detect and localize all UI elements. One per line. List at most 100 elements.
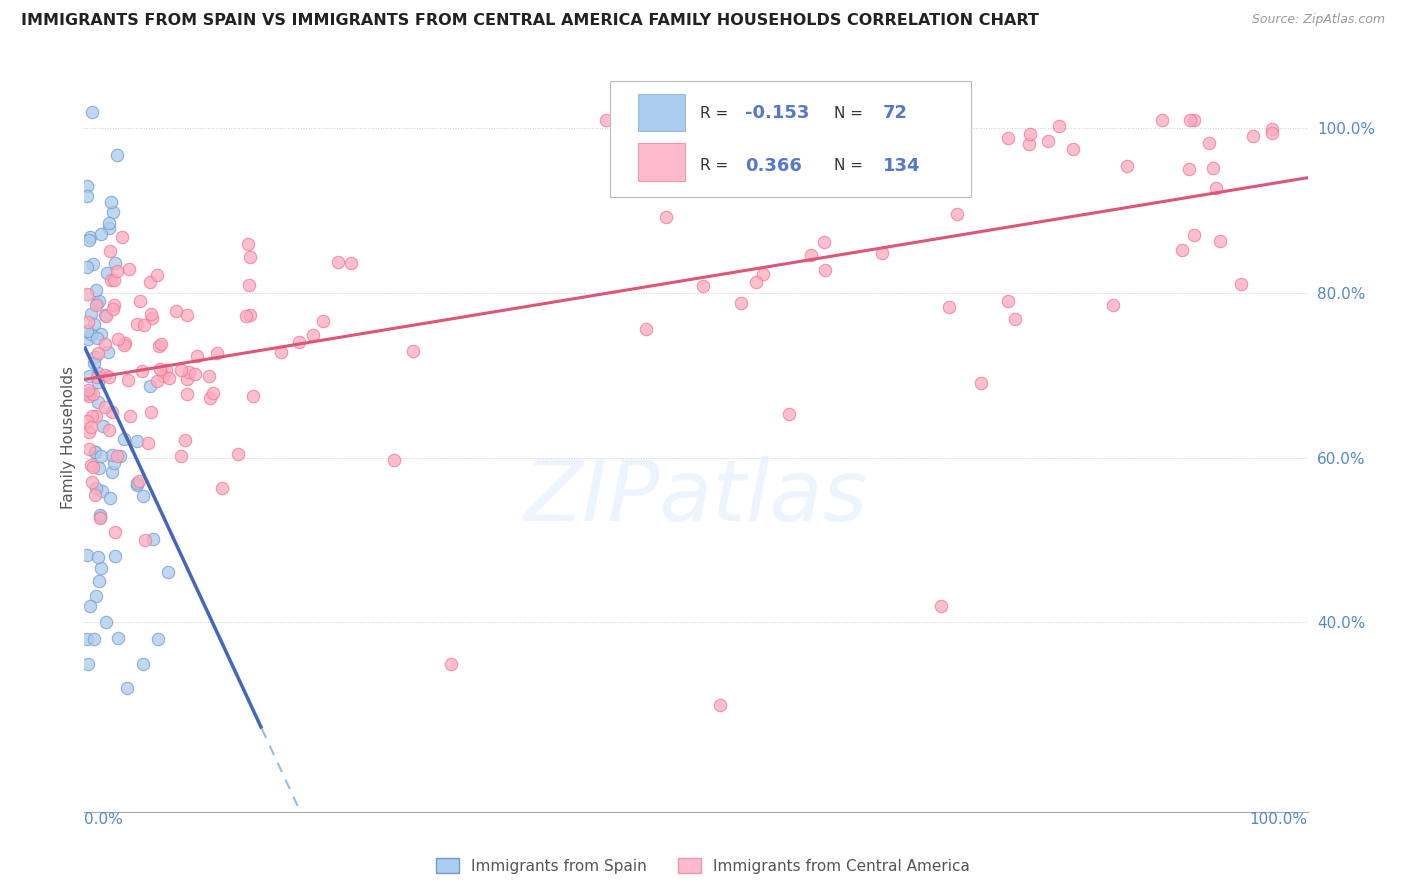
Point (970, 376, 993, 390)
Point (339, 256, 361, 270)
Point (288, 335, 311, 350)
Point (86, 481, 108, 495)
Point (76, 189, 98, 203)
Point (76, 632, 98, 646)
Point (87, 461, 110, 475)
Point (176, 308, 198, 322)
Point (136, 435, 159, 450)
Point (76, 332, 98, 346)
Point (1209, 234, 1232, 248)
Point (87, 375, 110, 389)
Point (1036, 134, 1059, 148)
Point (82, 459, 104, 474)
Point (132, 489, 155, 503)
Point (114, 338, 136, 352)
Point (82, 387, 104, 401)
Point (402, 343, 425, 358)
Text: R =: R = (700, 106, 733, 121)
Point (165, 304, 187, 318)
Point (149, 362, 172, 376)
Text: 100.0%: 100.0% (1250, 812, 1308, 827)
Point (142, 532, 165, 546)
Point (326, 254, 349, 268)
Point (87, 395, 110, 409)
Point (938, 300, 960, 314)
Point (89, 293, 111, 308)
Point (84, 488, 107, 502)
Point (152, 368, 174, 383)
Point (80, 307, 103, 321)
Point (103, 301, 125, 316)
Text: 72: 72 (883, 104, 908, 122)
Point (77, 425, 100, 440)
Text: R =: R = (700, 159, 733, 173)
Point (90, 483, 112, 498)
Point (82, 257, 104, 271)
Point (382, 452, 405, 467)
Point (84, 283, 107, 297)
Point (890, 120, 912, 135)
Text: N =: N = (834, 106, 863, 121)
Point (108, 450, 131, 464)
Point (77, 233, 100, 247)
Point (100, 194, 122, 209)
Text: 134: 134 (883, 157, 921, 175)
Point (84, 350, 107, 364)
Point (77, 657, 100, 671)
Point (1261, 126, 1284, 140)
Point (226, 446, 249, 460)
Point (134, 533, 156, 548)
Text: IMMIGRANTS FROM SPAIN VS IMMIGRANTS FROM CENTRAL AMERICA FAMILY HOUSEHOLDS CORRE: IMMIGRANTS FROM SPAIN VS IMMIGRANTS FROM… (21, 13, 1039, 29)
Point (104, 256, 127, 270)
Point (778, 407, 800, 421)
Point (238, 278, 260, 293)
Point (157, 371, 180, 385)
FancyBboxPatch shape (638, 94, 685, 131)
Point (184, 367, 207, 381)
Point (101, 466, 124, 480)
Point (96, 265, 118, 279)
Point (76, 414, 98, 428)
Point (90, 561, 112, 575)
Point (1182, 113, 1205, 128)
Point (1178, 113, 1201, 128)
Point (76, 387, 98, 401)
Point (114, 336, 136, 351)
Point (1205, 181, 1227, 195)
Point (103, 524, 125, 539)
Point (100, 405, 122, 419)
Point (76, 260, 98, 274)
Point (76, 548, 98, 562)
Point (155, 362, 177, 376)
Text: Source: ZipAtlas.com: Source: ZipAtlas.com (1251, 13, 1385, 27)
Point (87, 574, 110, 589)
Point (94, 368, 117, 382)
Point (235, 310, 257, 324)
Point (83, 445, 105, 459)
Point (90, 227, 112, 241)
Point (595, 113, 617, 128)
Point (101, 204, 124, 219)
Point (83, 356, 105, 370)
Point (112, 432, 135, 446)
Point (104, 549, 127, 564)
Point (107, 332, 129, 346)
Point (105, 264, 128, 278)
Point (1182, 228, 1205, 243)
Point (139, 307, 162, 321)
Point (83, 632, 105, 646)
Point (1115, 159, 1137, 173)
Point (98, 423, 121, 437)
Point (312, 314, 335, 328)
Point (80, 409, 103, 424)
Point (173, 433, 195, 447)
Point (634, 322, 657, 336)
Point (86, 550, 108, 565)
Y-axis label: Family Households: Family Households (60, 366, 76, 508)
Point (115, 681, 138, 696)
Point (97, 216, 120, 230)
Point (301, 327, 323, 342)
Point (1230, 277, 1253, 291)
Point (105, 148, 128, 162)
Point (84, 298, 107, 312)
